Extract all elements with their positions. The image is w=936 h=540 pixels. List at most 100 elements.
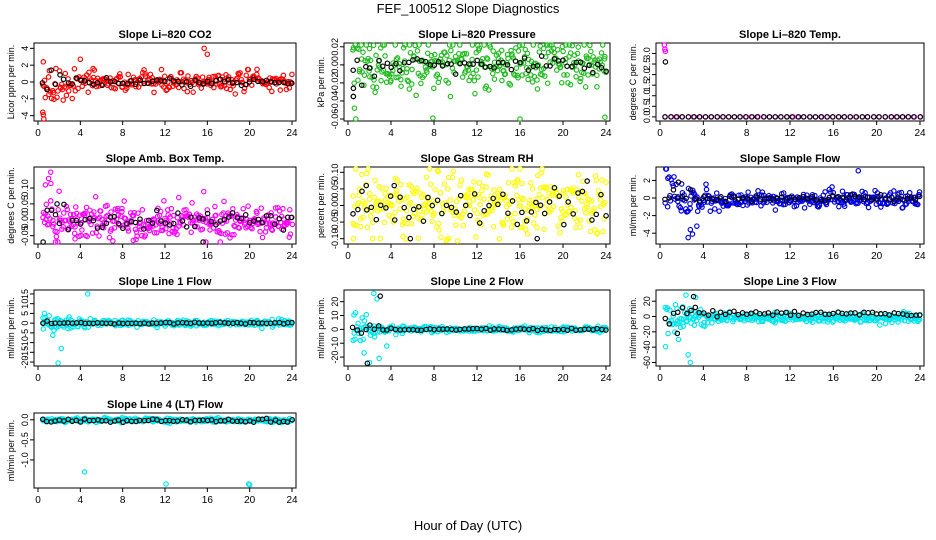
data-point xyxy=(257,228,263,235)
data-point xyxy=(801,114,807,120)
x-tick-label: 24 xyxy=(914,128,926,139)
data-point xyxy=(208,80,215,87)
data-point xyxy=(869,197,875,203)
data-point xyxy=(662,315,669,322)
data-point xyxy=(86,79,93,86)
data-point xyxy=(702,114,709,120)
data-point xyxy=(384,60,391,67)
data-point xyxy=(584,204,590,211)
data-point xyxy=(189,200,195,206)
x-tick-label: 0 xyxy=(657,251,663,262)
data-point xyxy=(754,114,761,120)
data-point xyxy=(691,322,698,329)
x-tick-label: 12 xyxy=(471,373,483,384)
data-point xyxy=(371,77,377,83)
x-tick-label: 4 xyxy=(701,251,707,262)
data-point xyxy=(170,220,177,227)
data-point xyxy=(426,166,433,172)
data-point xyxy=(420,218,427,224)
data-point xyxy=(245,66,252,73)
data-point xyxy=(487,44,494,50)
data-point xyxy=(368,204,375,211)
x-tick-label: 12 xyxy=(784,251,796,262)
data-point xyxy=(594,325,600,332)
data-point xyxy=(357,337,364,344)
data-point xyxy=(509,166,515,172)
data-point xyxy=(585,55,591,62)
data-point xyxy=(532,212,538,218)
data-point xyxy=(791,308,798,315)
data-point xyxy=(130,237,137,244)
data-point xyxy=(564,72,570,78)
data-point xyxy=(558,206,565,212)
data-point xyxy=(481,196,487,202)
data-point xyxy=(517,166,523,172)
data-point xyxy=(350,93,357,100)
data-point xyxy=(160,227,166,233)
data-point xyxy=(145,321,152,327)
data-point xyxy=(107,320,114,326)
y-tick-label: 10 xyxy=(330,311,340,321)
data-point xyxy=(583,209,589,216)
data-point xyxy=(476,220,483,226)
data-point xyxy=(466,186,472,193)
data-point xyxy=(674,309,681,316)
data-point xyxy=(200,188,207,195)
data-point xyxy=(211,84,217,91)
data-point xyxy=(259,234,266,241)
data-point xyxy=(90,65,96,72)
data-point xyxy=(183,224,190,230)
data-point xyxy=(405,78,412,85)
data-point xyxy=(496,186,503,193)
y-tick-label: 0.10 xyxy=(330,164,340,182)
data-point xyxy=(460,222,467,229)
data-point xyxy=(72,204,79,210)
data-point xyxy=(577,224,583,230)
y-axis-label: degrees C per min. xyxy=(6,167,16,244)
data-point xyxy=(246,79,253,85)
data-point xyxy=(50,217,56,224)
data-point xyxy=(350,85,357,92)
data-point xyxy=(81,416,88,422)
data-point xyxy=(484,56,491,62)
x-tick-label: 12 xyxy=(784,373,796,384)
data-point xyxy=(662,48,669,55)
data-point xyxy=(447,93,454,100)
data-point xyxy=(490,48,496,54)
y-tick-label: 0.05 xyxy=(20,195,30,213)
data-point xyxy=(822,197,828,204)
data-point xyxy=(238,76,245,83)
data-point xyxy=(286,234,293,240)
data-point xyxy=(463,51,470,57)
data-point xyxy=(39,109,46,116)
data-point xyxy=(913,312,919,318)
data-point xyxy=(600,228,606,235)
data-point xyxy=(56,220,63,227)
data-point xyxy=(508,47,514,54)
data-point xyxy=(401,204,407,211)
data-point xyxy=(289,417,295,423)
data-point xyxy=(594,84,600,90)
data-point xyxy=(685,234,691,241)
data-point xyxy=(56,188,62,194)
data-point xyxy=(406,214,412,221)
data-point xyxy=(457,182,463,188)
data-point xyxy=(263,77,270,84)
data-point xyxy=(372,177,378,184)
data-point xyxy=(435,220,442,227)
y-tick-label: 0.05 xyxy=(330,180,340,198)
x-tick-label: 8 xyxy=(744,251,750,262)
data-point xyxy=(356,46,362,52)
data-point xyxy=(445,80,452,86)
x-tick-label: 4 xyxy=(388,251,394,262)
data-point xyxy=(508,66,515,73)
data-point xyxy=(822,189,828,195)
data-point xyxy=(64,206,71,213)
data-point xyxy=(425,194,431,201)
data-point xyxy=(534,77,540,83)
data-point xyxy=(469,56,475,63)
data-point xyxy=(561,221,567,228)
data-point xyxy=(251,218,257,224)
data-point xyxy=(714,313,720,320)
data-point xyxy=(688,307,694,314)
